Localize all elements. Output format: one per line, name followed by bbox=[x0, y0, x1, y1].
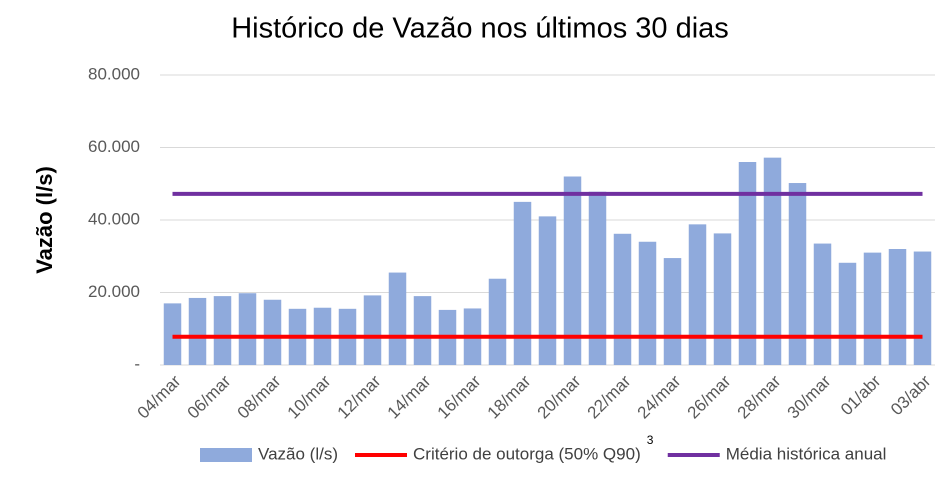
y-axis-label: Vazão (l/s) bbox=[32, 166, 57, 274]
bar bbox=[838, 262, 857, 365]
bar bbox=[788, 183, 807, 365]
bar bbox=[263, 299, 282, 365]
x-tick-label: 30/mar bbox=[784, 371, 835, 422]
bar bbox=[563, 176, 582, 365]
legend-label: Vazão (l/s) bbox=[258, 444, 338, 463]
bar bbox=[713, 233, 732, 365]
bar bbox=[513, 201, 532, 365]
bar bbox=[738, 162, 757, 365]
bar bbox=[188, 297, 207, 365]
bar bbox=[538, 216, 557, 365]
bar bbox=[213, 296, 232, 365]
x-tick-label: 12/mar bbox=[334, 371, 385, 422]
y-tick-label: 60.000 bbox=[88, 137, 140, 156]
bar bbox=[163, 303, 182, 365]
bar bbox=[613, 233, 632, 365]
bar bbox=[663, 258, 682, 365]
bar bbox=[638, 241, 657, 365]
bar bbox=[363, 295, 382, 365]
x-tick-label: 04/mar bbox=[134, 371, 185, 422]
bar bbox=[763, 157, 782, 365]
bar bbox=[588, 191, 607, 365]
x-tick-label: 20/mar bbox=[534, 371, 585, 422]
legend-label: Média histórica anual bbox=[726, 444, 887, 463]
bar bbox=[913, 251, 932, 365]
x-tick-label: 10/mar bbox=[284, 371, 335, 422]
x-tick-label: 03/abr bbox=[887, 371, 935, 419]
y-tick-label: 80.000 bbox=[88, 64, 140, 83]
bar bbox=[888, 249, 907, 365]
legend-label: Critério de outorga (50% Q90) bbox=[413, 444, 641, 463]
bar bbox=[238, 293, 257, 365]
x-tick-label: 16/mar bbox=[434, 371, 485, 422]
x-tick-label: 18/mar bbox=[484, 371, 535, 422]
legend-note: 3 bbox=[647, 433, 654, 447]
legend-swatch bbox=[200, 448, 252, 462]
x-tick-label: 28/mar bbox=[734, 371, 785, 422]
x-tick-label: 08/mar bbox=[234, 371, 285, 422]
bar bbox=[488, 278, 507, 365]
bar bbox=[813, 243, 832, 365]
y-tick-label: 20.000 bbox=[88, 282, 140, 301]
bar bbox=[863, 252, 882, 365]
x-tick-label: 14/mar bbox=[384, 371, 435, 422]
bar bbox=[413, 296, 432, 365]
y-tick-label: 40.000 bbox=[88, 209, 140, 228]
y-tick-label: - bbox=[134, 354, 140, 373]
x-tick-label: 22/mar bbox=[584, 371, 635, 422]
bar bbox=[388, 272, 407, 365]
bar bbox=[688, 224, 707, 365]
x-tick-label: 06/mar bbox=[184, 371, 235, 422]
chart-title: Histórico de Vazão nos últimos 30 dias bbox=[231, 13, 729, 45]
x-tick-label: 24/mar bbox=[634, 371, 685, 422]
x-tick-label: 26/mar bbox=[684, 371, 735, 422]
x-tick-label: 01/abr bbox=[837, 371, 885, 419]
